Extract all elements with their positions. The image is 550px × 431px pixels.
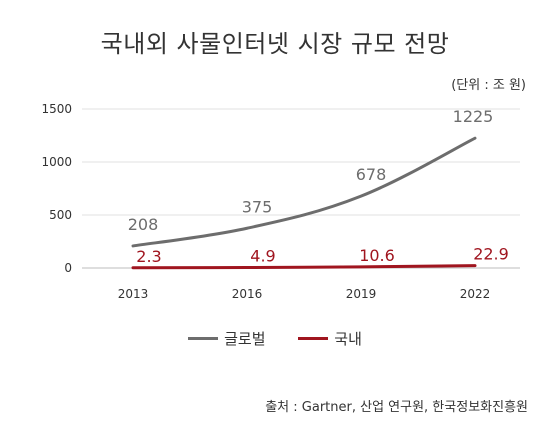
series-line-1: [131, 264, 477, 270]
x-tick-label: 2022: [460, 287, 491, 301]
data-label: 22.9: [473, 245, 509, 264]
data-label: 208: [128, 215, 159, 234]
line-chart: 0 500 1000 1500 2013 2016 2019 2022 208 375 678 1…: [41, 102, 520, 301]
legend-swatch-global: [188, 337, 219, 340]
unit-label: (단위 : 조 원): [451, 78, 526, 93]
series-lines: [131, 136, 477, 270]
data-label: 4.9: [250, 246, 275, 265]
chart-title: 국내외 사물인터넷 시장 규모 전망: [100, 30, 450, 58]
data-label: 678: [356, 165, 387, 184]
y-tick-label: 1000: [41, 155, 72, 169]
series-line-0: [131, 136, 477, 248]
legend-label-domestic: 국내: [334, 330, 362, 348]
data-label: 1225: [453, 107, 494, 126]
x-tick-label: 2013: [118, 287, 149, 301]
y-axis-ticks: 0 500 1000 1500: [41, 102, 72, 275]
y-tick-label: 1500: [41, 102, 72, 116]
x-tick-label: 2016: [232, 287, 263, 301]
y-tick-label: 0: [64, 261, 72, 275]
legend-item-global: 글로벌: [188, 328, 266, 349]
x-axis-ticks: 2013 2016 2019 2022: [118, 287, 491, 301]
data-labels: 208 375 678 1225 2.3 4.9 10.6 22.9: [128, 107, 509, 266]
chart-legend: 글로벌 국내: [0, 326, 550, 349]
y-tick-label: 500: [49, 208, 72, 222]
data-label: 375: [242, 197, 273, 216]
data-label: 2.3: [136, 247, 161, 266]
legend-item-domestic: 국내: [298, 328, 362, 349]
legend-label-global: 글로벌: [224, 330, 266, 348]
x-tick-label: 2019: [346, 287, 377, 301]
legend-swatch-domestic: [298, 337, 329, 340]
source-note: 출처 : Gartner, 산업 연구원, 한국정보화진흥원: [265, 400, 528, 415]
data-label: 10.6: [359, 246, 395, 265]
